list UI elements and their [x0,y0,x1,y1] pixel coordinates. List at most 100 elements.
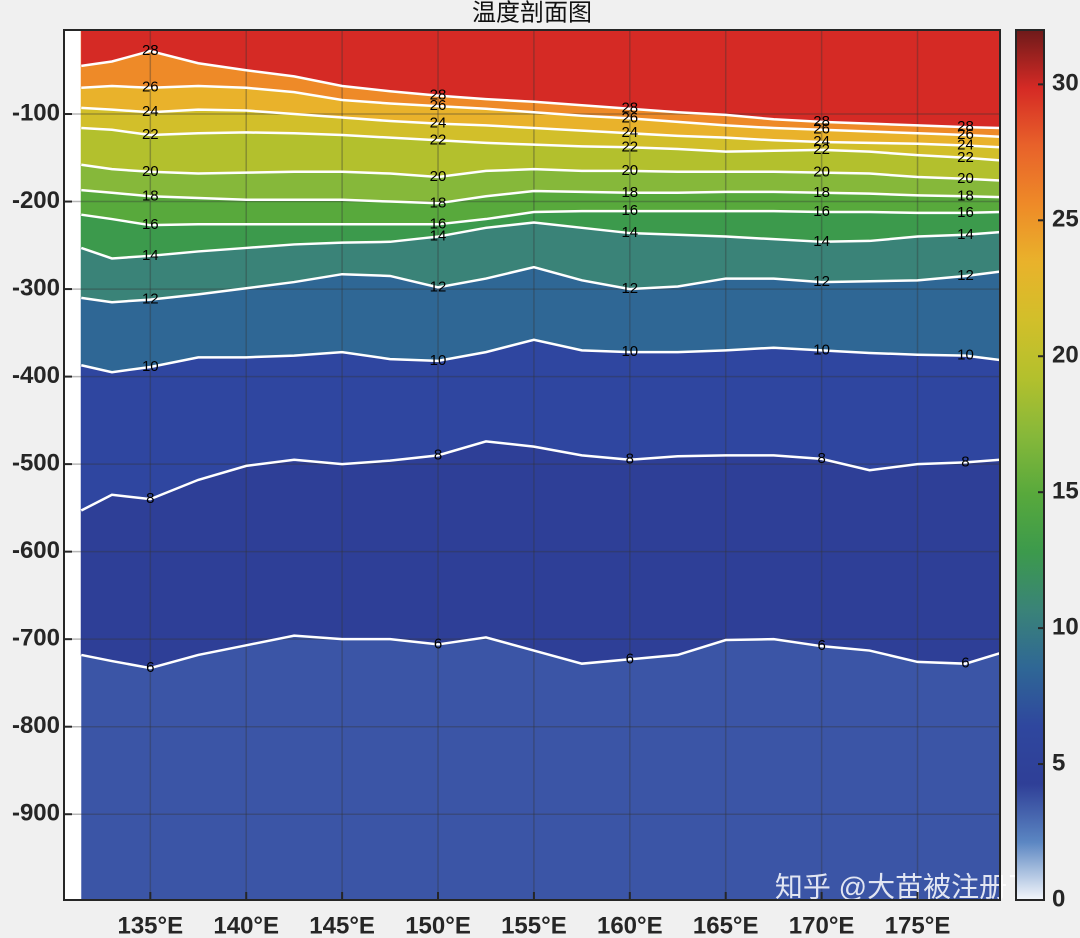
colorbar-tick-label: 20 [1052,342,1079,369]
contour-label: 24 [957,137,974,154]
x-tick-label: 135°E [117,912,183,938]
contour-label: 10 [430,352,447,369]
y-tick-label: -700 [12,625,60,652]
contour-label: 8 [146,490,154,507]
contour-line [81,209,1000,227]
x-tick-label: 145°E [309,912,375,938]
contour-label: 26 [142,79,159,96]
contour-label: 16 [621,202,638,219]
contour-band [81,30,1000,129]
contour-label: 28 [142,42,159,59]
x-tick-label: 140°E [213,912,279,938]
contour-line [81,84,1000,139]
contour-label: 6 [146,659,154,676]
contour-label: 24 [813,133,830,150]
contour-label: 20 [142,163,159,180]
contour-line [81,106,1000,149]
y-tick-label: -500 [12,449,60,476]
colorbar-tick-label: 5 [1052,749,1065,776]
contour-label: 12 [142,291,159,308]
contour-label: 18 [957,187,974,204]
colorbar-tick-label: 30 [1052,70,1079,97]
contour-label: 14 [957,226,974,243]
contour-label: 22 [430,131,447,148]
contour-label: 8 [626,451,634,468]
contour-label: 12 [621,280,638,297]
contour-line [81,163,1000,182]
contour-line [81,49,1000,130]
colorbar-tick-label: 0 [1052,885,1065,912]
contour-label: 20 [430,168,447,185]
colorbar-tick-label: 25 [1052,206,1079,233]
contour-label: 14 [813,233,830,250]
contour-label: 28 [621,100,638,117]
contour-label: 16 [430,215,447,232]
contour-label: 8 [817,450,825,467]
contour-label: 26 [430,97,447,114]
contour-line [81,265,1000,304]
y-tick-label: -800 [12,712,60,739]
y-tick-label: -200 [12,187,60,214]
contour-label: 24 [430,115,447,132]
contour-label: 8 [961,453,969,470]
contour-label: 18 [430,194,447,211]
x-tick-label: 150°E [405,912,471,938]
contour-label: 14 [142,247,159,264]
contour-line [81,126,1000,162]
y-tick-label: -400 [12,362,60,389]
contour-label: 28 [430,87,447,104]
contour-label: 6 [626,650,634,667]
contour-label: 20 [813,164,830,181]
contour-band [81,635,1000,900]
contour-label: 26 [621,109,638,126]
colorbar [1015,29,1045,901]
x-tick-label: 155°E [501,912,567,938]
contour-line [81,188,1000,205]
contour-label: 16 [813,203,830,220]
contour-label: 24 [621,124,638,141]
contour-label: 8 [434,446,442,463]
x-tick-label: 175°E [885,912,951,938]
y-tick-label: -300 [12,274,60,301]
contour-label: 6 [817,637,825,654]
contour-label: 26 [813,121,830,138]
chart-title: 温度剖面图 [472,0,592,27]
contour-label: 22 [621,138,638,155]
contour-label: 10 [957,347,974,364]
contour-label: 22 [957,149,974,166]
contour-label: 10 [621,343,638,360]
y-tick-label: -100 [12,99,60,126]
contour-label: 20 [621,162,638,179]
contour-line [80,338,1000,374]
contour-label: 12 [813,273,830,290]
x-tick-label: 160°E [597,912,663,938]
colorbar-tick-label: 10 [1052,613,1079,640]
contour-label: 10 [142,358,159,375]
contour-label: 14 [621,224,638,241]
contour-label: 22 [142,126,159,143]
x-tick-label: 170°E [789,912,855,938]
contour-label: 16 [142,216,159,233]
contour-line [81,634,1000,670]
y-tick-label: -900 [12,800,60,827]
contour-label: 28 [957,118,974,135]
contour-band [80,440,1000,669]
contour-label: 18 [142,187,159,204]
contour-label: 14 [430,228,447,245]
contour-label: 18 [621,184,638,201]
contour-label: 28 [813,113,830,130]
contour-label: 18 [813,184,830,201]
contour-label: 22 [813,141,830,158]
y-tick-label: -600 [12,537,60,564]
contour-label: 16 [957,204,974,221]
x-tick-label: 165°E [693,912,759,938]
contour-line [80,221,1000,260]
contour-label: 26 [957,126,974,143]
contour-label: 10 [813,341,830,358]
contour-line [80,440,1000,512]
colorbar-tick-label: 15 [1052,478,1079,505]
contour-label: 20 [957,170,974,187]
contour-label: 6 [961,655,969,672]
